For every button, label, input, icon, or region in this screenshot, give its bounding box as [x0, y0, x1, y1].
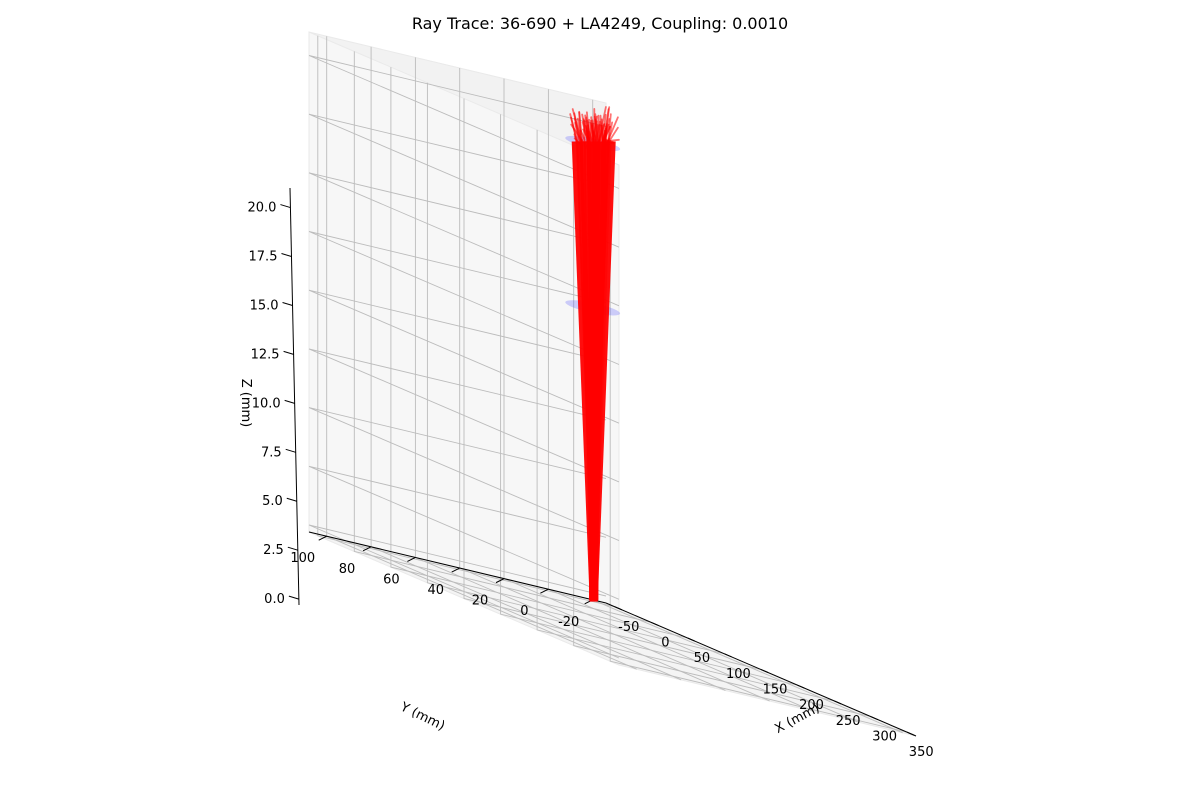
axis-lines: [280, 187, 917, 737]
y-tick-label: -20: [558, 615, 579, 630]
y-tick-mark: [362, 546, 372, 552]
x-tick-label: 50: [694, 651, 711, 666]
z-tick-label: 15.0: [250, 298, 279, 313]
x-tick-mark: [907, 731, 915, 736]
x-tick-label: 0: [661, 635, 669, 650]
y-tick-mark: [495, 578, 505, 584]
grid-line-z: [308, 172, 620, 307]
x-tick-label: -50: [618, 620, 639, 635]
y-tick-label: 0: [520, 604, 528, 619]
z-tick-label: 0.0: [264, 592, 285, 607]
z-tick-label: 7.5: [261, 445, 282, 460]
x-tick-mark: [760, 669, 769, 673]
z-tick-mark: [285, 448, 296, 453]
grid-line-z: [308, 465, 620, 600]
grid-line-x: [353, 51, 652, 623]
y-tick-mark: [540, 588, 549, 594]
grid-line-x: [573, 145, 871, 718]
x-tick-mark: [687, 637, 696, 642]
x-tick-mark: [651, 621, 659, 626]
grid-line-x: [536, 129, 835, 702]
grid-line-z: [308, 231, 620, 365]
y-tick-label: 100: [290, 551, 315, 566]
z-tick-mark: [286, 497, 297, 502]
x-tick-label: 350: [909, 745, 934, 760]
grid-line-z: [308, 113, 620, 248]
x-tick-mark: [724, 653, 732, 658]
z-tick-mark: [280, 204, 291, 209]
z-tick-label: 5.0: [262, 494, 283, 509]
z-tick-label: 20.0: [247, 201, 276, 216]
y-tick-label: 20: [472, 594, 489, 609]
x-tick-label: 300: [872, 730, 897, 745]
grid-line-z: [308, 348, 620, 483]
z-tick-mark: [282, 301, 293, 306]
z-tick-label: 17.5: [249, 250, 278, 265]
x-tick-mark: [797, 684, 805, 689]
z-tick-label: 2.5: [263, 543, 284, 558]
x-tick-mark: [833, 700, 842, 705]
z-tick-mark: [287, 546, 298, 551]
x-tick-label: 200: [799, 698, 824, 713]
grid-line-z: [308, 524, 620, 659]
tick-labels: -50 0 50 100 150 200 250 300 350 -20 0 20 40 60 80 100 0…: [247, 201, 933, 761]
z-tick-mark: [284, 399, 295, 404]
y-tick-mark: [451, 567, 460, 573]
y-tick-mark: [407, 556, 416, 562]
grid-line-x: [317, 35, 615, 608]
grid-line-z: [308, 289, 620, 424]
grid-line-x: [463, 98, 762, 670]
y-tick-label: 80: [339, 562, 356, 577]
x-tick-label: 250: [836, 714, 861, 729]
x-tick-mark: [614, 606, 622, 611]
grid-line-x: [609, 161, 908, 733]
grid-line-z: [308, 407, 620, 542]
grid-line-x: [390, 67, 689, 639]
z-tick-mark: [281, 253, 292, 258]
z-tick-mark: [283, 350, 294, 355]
chart-title: Ray Trace: 36-690 + LA4249, Coupling: 0.…: [412, 14, 788, 33]
z-axis-line: [289, 187, 300, 606]
grid-line-x: [426, 82, 725, 655]
x-tick-label: 150: [763, 683, 788, 698]
y-axis-label: Y (mm): [397, 699, 447, 734]
y-axis-line: [308, 531, 607, 604]
x-tick-mark: [870, 716, 878, 721]
grid-line-z: [308, 55, 620, 189]
z-axis-label: Z (mm): [238, 379, 253, 428]
z-tick-label: 10.0: [252, 396, 281, 411]
z-tick-label: 12.5: [251, 347, 280, 362]
ray-bundle-core: [571, 141, 616, 602]
grid-line-x: [500, 114, 798, 686]
y-tick-label: 40: [427, 583, 444, 598]
x-tick-label: 100: [726, 667, 751, 682]
y-tick-mark: [318, 535, 327, 541]
plot-area: [565, 106, 621, 602]
z-tick-mark: [288, 595, 300, 600]
y-tick-label: 60: [383, 572, 400, 587]
